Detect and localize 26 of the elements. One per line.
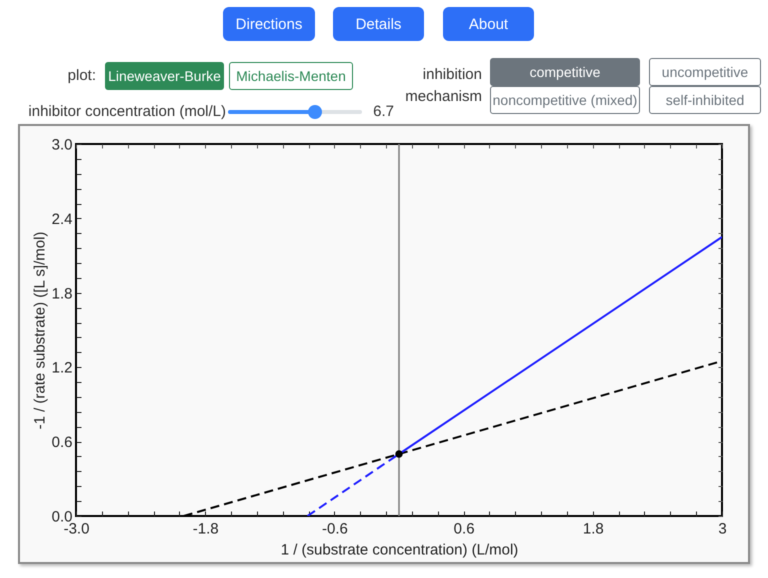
button: Directions	[223, 7, 315, 41]
text: inhibition mechanism	[404, 65, 482, 107]
x-tick-label: -1.8	[192, 520, 219, 538]
toggle-button: Michaelis-Menten	[229, 62, 353, 90]
toggle-button: uncompetitive	[649, 58, 761, 86]
button: About	[443, 7, 534, 41]
text: inhibitor concentration (mol/L)	[27, 102, 226, 122]
toggle-button: Lineweaver-Burke	[105, 62, 224, 90]
y-tick-label: 0.6	[52, 434, 72, 452]
x-tick-label: 0.6	[454, 520, 475, 538]
y-tick-label: 3.0	[52, 136, 72, 154]
text: 6.7	[372, 102, 394, 122]
toggle-button: self-inhibited	[649, 86, 761, 114]
button: Details	[333, 7, 424, 41]
x-tick-label: 1.8	[582, 520, 604, 538]
x-tick-label: -3.0	[64, 520, 90, 538]
toggle-button: noncompetitive (mixed)	[490, 86, 640, 114]
y-axis-title: -1 / (rate substrate) ([L s]/mol)	[32, 232, 49, 430]
toggle-button: competitive	[490, 58, 640, 86]
x-tick-label: 3	[718, 520, 727, 538]
text: plot:	[66, 66, 96, 86]
y-tick-label: 1.2	[52, 360, 72, 377]
x-axis-title: 1 / (substrate concentration) (L/mol)	[280, 542, 518, 558]
y-tick-label: 1.8	[52, 285, 72, 302]
y-tick-label: 2.4	[52, 210, 72, 228]
x-tick-label: -0.6	[322, 520, 348, 538]
